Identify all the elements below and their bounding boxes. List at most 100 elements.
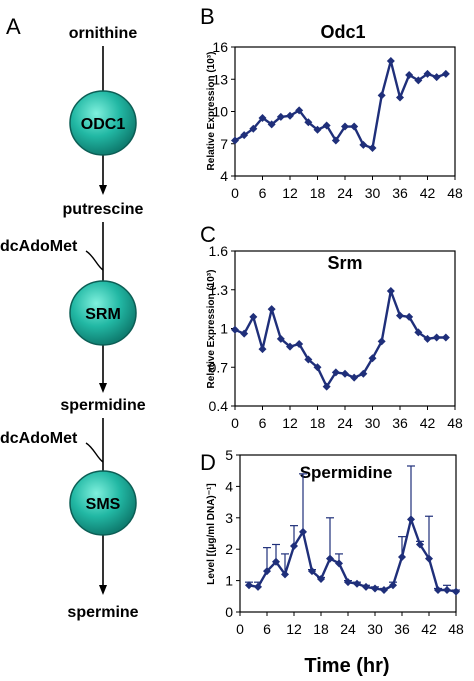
data-point — [377, 337, 386, 346]
data-point — [441, 69, 450, 78]
data-point — [249, 124, 258, 133]
x-tick-label: 30 — [367, 621, 383, 637]
data-point — [326, 554, 334, 563]
data-point — [405, 312, 414, 321]
x-tick-label: 6 — [259, 415, 267, 431]
data-point — [272, 557, 280, 566]
pathway-panel: A ornithine ODC1 putrescine dcAdoMet SRM… — [0, 14, 146, 621]
metabolite-spermine: spermine — [67, 604, 138, 621]
y-tick-label: 5 — [225, 447, 233, 463]
data-point — [276, 334, 285, 343]
data-point — [331, 368, 340, 377]
data-point — [396, 93, 404, 102]
y-tick-label: 0.4 — [209, 398, 229, 414]
y-tick-label: 7 — [220, 136, 228, 152]
data-point — [353, 579, 361, 588]
y-tick-label: 0 — [225, 604, 233, 620]
data-point — [443, 586, 451, 595]
x-tick-label: 30 — [365, 415, 381, 431]
data-point — [295, 106, 304, 115]
plot-frame-odc1 — [234, 46, 456, 177]
data-point — [423, 334, 432, 343]
panel-letter-d: D — [200, 450, 216, 475]
data-point — [386, 56, 395, 65]
data-point — [295, 340, 304, 348]
data-point — [245, 581, 253, 590]
y-tick-label: 1 — [220, 321, 228, 337]
x-tick-label: 18 — [310, 185, 326, 201]
metabolite-ornithine: ornithine — [69, 25, 138, 42]
data-point — [313, 363, 322, 372]
series-line-srm — [234, 289, 446, 388]
data-point — [281, 570, 289, 579]
data-point — [304, 118, 313, 127]
enzyme-sms-label: SMS — [86, 496, 121, 513]
y-tick-label: 4 — [220, 168, 228, 184]
data-point — [344, 578, 352, 587]
x-tick-label: 0 — [231, 185, 239, 201]
enzyme-sms — [69, 470, 137, 536]
data-point — [240, 329, 249, 338]
x-tick-label: 12 — [282, 185, 298, 201]
data-point — [368, 144, 377, 153]
data-point — [286, 111, 294, 120]
data-point — [389, 581, 397, 590]
data-point — [350, 373, 359, 382]
data-point — [313, 125, 322, 134]
x-tick-label: 48 — [448, 621, 464, 637]
x-tick-label: 6 — [259, 185, 267, 201]
data-point — [380, 586, 388, 595]
x-tick-label: 42 — [420, 415, 436, 431]
data-point — [405, 70, 414, 79]
data-point — [290, 542, 298, 551]
data-point — [317, 575, 325, 584]
enzyme-srm — [69, 280, 137, 346]
data-point — [441, 333, 450, 342]
data-point — [286, 342, 294, 351]
y-axis-label-srm: Relative Expression (10³) — [206, 270, 217, 389]
data-point — [398, 553, 406, 562]
metabolite-putrescine: putrescine — [63, 201, 144, 218]
enzyme-odc1-label: ODC1 — [81, 116, 126, 133]
data-point — [258, 113, 267, 122]
chart-title-odc1: Odc1 — [320, 22, 365, 42]
data-point — [263, 567, 271, 576]
panel-letter-a: A — [6, 14, 21, 39]
chart-odc1: B Odc1 Relative Expression (10³) 4 7 10 13 1… — [200, 4, 463, 201]
data-point — [341, 122, 349, 131]
data-point — [254, 582, 262, 591]
marks-srm — [231, 287, 450, 391]
data-point — [423, 69, 432, 78]
data-point — [359, 369, 368, 378]
x-tick-label: 6 — [263, 621, 271, 637]
data-point — [322, 382, 331, 391]
y-tick-label: 1.3 — [209, 282, 229, 298]
data-point — [322, 121, 331, 130]
panel-letter-b: B — [200, 4, 215, 29]
enzyme-srm-label: SRM — [85, 306, 121, 323]
x-tick-label: 12 — [286, 621, 302, 637]
marks-odc1 — [231, 56, 450, 153]
cofactor-label-2: dcAdoMet — [0, 430, 78, 447]
data-point — [386, 287, 395, 296]
chart-spermidine: D Spermidine Level [(μg/ml DNA)⁻¹] Time … — [200, 447, 464, 677]
data-point — [240, 131, 249, 140]
data-point — [377, 91, 386, 100]
data-point — [258, 345, 267, 354]
x-axis-label-spermidine: Time (hr) — [304, 655, 389, 677]
data-point — [396, 311, 404, 320]
y-tick-label: 16 — [212, 39, 228, 55]
data-point — [414, 76, 423, 85]
data-point — [267, 120, 276, 129]
chart-title-spermidine: Spermidine — [300, 463, 393, 482]
data-point — [407, 515, 415, 524]
x-tick-label: 30 — [365, 185, 381, 201]
data-point — [267, 305, 276, 314]
data-point — [432, 73, 441, 82]
cofactor-label-1: dcAdoMet — [0, 238, 78, 255]
data-point — [331, 136, 340, 145]
data-point — [416, 540, 424, 549]
data-point — [359, 140, 368, 149]
